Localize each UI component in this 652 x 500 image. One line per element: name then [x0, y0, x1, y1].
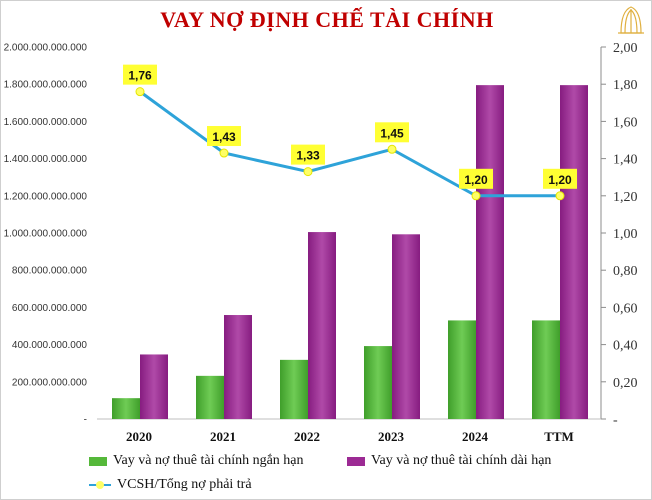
y-left-tick-label: 1.400.000.000.000	[4, 154, 88, 165]
y-left-tick-label: -	[84, 415, 87, 426]
legend-item-long-term: Vay và nợ thuê tài chính dài hạn	[347, 453, 551, 469]
y-right-tick-label: 0,40	[613, 339, 638, 354]
legend-swatch-short-term	[89, 456, 107, 466]
x-category-label: 2022	[294, 429, 320, 444]
legend-label-long-term: Vay và nợ thuê tài chính dài hạn	[371, 453, 552, 468]
data-labels: 1,76 1,43 1,33 1,45 1,20 1,20	[123, 64, 577, 189]
y-right-tick-label: 1,60	[613, 115, 638, 130]
ratio-point	[303, 167, 313, 177]
legend-swatch-ratio	[89, 480, 111, 490]
ratio-point	[387, 144, 397, 154]
bar-short-term	[532, 320, 560, 419]
y-right-tick-label: -	[613, 413, 618, 428]
ratio-label: 1,20	[548, 173, 572, 187]
legend-swatch-long-term	[347, 456, 365, 466]
chart-canvas: - 200.000.000.000 400.000.000.000 600.000.0…	[4, 41, 638, 444]
y-right-tick-label: 1,20	[613, 190, 638, 205]
bar-short-term	[448, 320, 476, 419]
legend-label-short-term: Vay và nợ thuê tài chính ngắn hạn	[113, 453, 304, 468]
ratio-label: 1,43	[212, 130, 236, 144]
y-left-tick-label: 1.800.000.000.000	[4, 80, 88, 91]
ratio-point	[219, 148, 229, 158]
ratio-label-box	[291, 144, 325, 165]
y-left-tick-label: 1.000.000.000.000	[4, 229, 88, 240]
y-left-tick-label: 400.000.000.000	[12, 340, 88, 351]
ratio-label-box	[459, 168, 493, 189]
y-right-tick-label: 0,60	[613, 301, 638, 316]
axes: - 200.000.000.000 400.000.000.000 600.000.0…	[4, 41, 638, 444]
y-left-tick-label: 800.000.000.000	[12, 266, 88, 277]
y-right-tick-label: 1,80	[613, 78, 638, 93]
y-left-tick-label: 200.000.000.000	[12, 377, 88, 388]
ratio-label: 1,20	[464, 173, 488, 187]
x-category-label: 2023	[378, 429, 405, 444]
ratio-label-box	[207, 126, 241, 147]
legend-label-ratio: VCSH/Tổng nợ phải trả	[117, 477, 252, 492]
bar-long-term	[560, 85, 588, 419]
x-category-label: 2020	[126, 429, 152, 444]
ratio-label: 1,33	[296, 149, 320, 163]
y-left-tick-label: 2.000.000.000.000	[4, 43, 88, 54]
y-right-tick-label: 0,20	[613, 376, 638, 391]
bar-long-term	[224, 315, 252, 419]
y-right-tick-label: 1,40	[613, 153, 638, 168]
y-left-tick-label: 600.000.000.000	[12, 303, 88, 314]
legend-item-ratio: VCSH/Tổng nợ phải trả	[89, 477, 252, 493]
legend-item-short-term: Vay và nợ thuê tài chính ngắn hạn	[89, 453, 304, 469]
bar-long-term	[308, 232, 336, 419]
ratio-label: 1,76	[128, 69, 152, 83]
bar-long-term	[140, 354, 168, 419]
bar-long-term	[392, 234, 420, 419]
ratio-point	[555, 191, 565, 201]
y-right-tick-label: 2,00	[613, 41, 638, 56]
bars	[112, 85, 588, 419]
x-category-label: 2024	[462, 429, 489, 444]
y-left-tick-label: 1.200.000.000.000	[4, 191, 88, 202]
y-right-tick-label: 0,80	[613, 264, 638, 279]
bar-long-term	[476, 85, 504, 419]
ratio-point	[471, 191, 481, 201]
x-category-label: 2021	[210, 429, 236, 444]
ratio-point	[135, 87, 145, 97]
bar-short-term	[280, 359, 308, 419]
bar-short-term	[196, 375, 224, 419]
ratio-label-box	[543, 168, 577, 189]
x-category-label: TTM	[544, 429, 574, 444]
y-right-tick-label: 1,00	[613, 227, 638, 242]
bar-short-term	[112, 398, 140, 419]
chart-title: VAY NỢ ĐỊNH CHẾ TÀI CHÍNH	[160, 7, 494, 32]
ratio-label-box	[123, 64, 157, 85]
bar-short-term	[364, 346, 392, 419]
ratio-label: 1,45	[380, 126, 404, 140]
ratio-label-box	[375, 122, 409, 143]
y-left-tick-label: 1.600.000.000.000	[4, 117, 88, 128]
golden-bell-logo	[618, 6, 644, 34]
